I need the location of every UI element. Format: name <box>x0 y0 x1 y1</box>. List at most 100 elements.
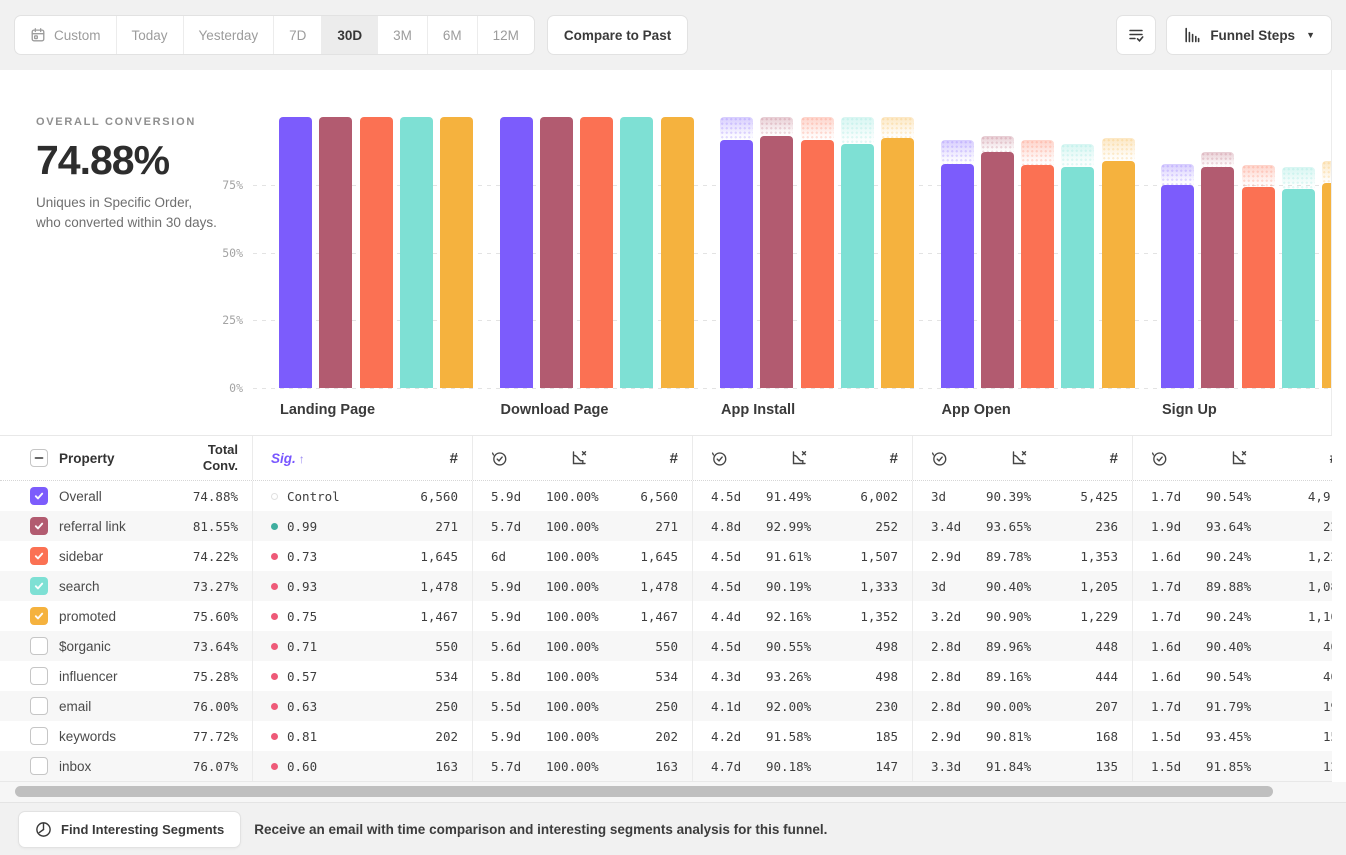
segment-checkbox-checked[interactable] <box>30 517 48 535</box>
row-sig-group: 0.75 1,467 <box>252 601 472 631</box>
time-to-convert-value: 2.8d <box>931 698 962 714</box>
step-count: 1,478 <box>640 578 678 594</box>
row-sig-group: 0.81 202 <box>252 721 472 751</box>
chart-gridline <box>253 388 1331 389</box>
sig-insignificant-dot <box>271 732 278 740</box>
funnel-bar-sidebar[interactable] <box>359 117 393 388</box>
segment-checkbox-unchecked[interactable] <box>30 667 48 685</box>
funnel-bar-search[interactable] <box>1281 189 1315 388</box>
conversion-rate-value: 100.00% <box>546 488 599 504</box>
segment-checkbox-checked[interactable] <box>30 547 48 565</box>
row-step-group: 5.9d 100.00% 1,478 <box>472 571 692 601</box>
segment-checkbox-checked[interactable] <box>30 577 48 595</box>
funnel-bar-sidebar[interactable] <box>800 139 834 388</box>
funnel-bar-search[interactable] <box>840 143 874 388</box>
step-count: 534 <box>435 668 458 684</box>
funnel-bar-sidebar[interactable] <box>1021 165 1055 388</box>
funnel-bar-promoted[interactable] <box>1322 183 1331 388</box>
funnel-bar-referral-link[interactable] <box>980 152 1014 388</box>
total-conversion-value: 77.72% <box>192 728 238 744</box>
conversion-rate-value: 90.81% <box>986 728 1032 744</box>
sig-value-cell: Control <box>271 489 365 504</box>
funnel-step-label: Sign Up <box>1162 402 1217 418</box>
sig-column-header[interactable]: Sig. ↑ <box>271 451 365 466</box>
horizontal-scrollbar-thumb[interactable] <box>15 786 1273 797</box>
sig-value-cell: 0.73 <box>271 549 365 564</box>
step-count: 1,333 <box>860 578 898 594</box>
step-count: 168 <box>1095 728 1118 744</box>
conversion-rate-value: 100.00% <box>546 608 599 624</box>
time-to-convert-value: 6d <box>491 548 507 564</box>
step-count: 250 <box>435 698 458 714</box>
row-left-cells: promoted 75.60% <box>0 601 252 631</box>
sig-value: 0.60 <box>287 758 318 774</box>
funnel-bar-sidebar[interactable] <box>1241 186 1275 388</box>
funnel-bar-referral-link[interactable] <box>319 117 353 388</box>
funnel-bar-search[interactable] <box>1061 167 1095 388</box>
date-range-3m[interactable]: 3M <box>377 16 427 54</box>
select-all-checkbox-indeterminate[interactable] <box>30 449 48 467</box>
funnel-steps-dropdown[interactable]: Funnel Steps ▼ <box>1166 15 1332 55</box>
sig-control-dot <box>271 492 278 500</box>
date-range-yesterday[interactable]: Yesterday <box>182 16 274 54</box>
funnel-bar-search[interactable] <box>620 117 654 388</box>
funnel-bar-sidebar[interactable] <box>580 117 614 388</box>
compare-to-past-button[interactable]: Compare to Past <box>546 15 689 55</box>
row-step-group: 4.1d 92.00% 230 <box>692 691 912 721</box>
find-interesting-segments-button[interactable]: Find Interesting Segments <box>18 810 242 848</box>
segment-label: inbox <box>59 758 92 774</box>
funnel-bar-promoted[interactable] <box>440 117 474 388</box>
row-left-cells: sidebar 74.22% <box>0 541 252 571</box>
segment-checkbox-unchecked[interactable] <box>30 727 48 745</box>
step-count: 207 <box>1095 698 1118 714</box>
bar-dropoff-ghost <box>1241 165 1275 187</box>
funnel-bar-overall[interactable] <box>499 117 533 388</box>
date-range-today[interactable]: Today <box>115 16 183 54</box>
step-count: 15 <box>1322 728 1332 744</box>
date-range-30d[interactable]: 30D <box>321 16 378 54</box>
date-range-12m[interactable]: 12M <box>476 16 534 54</box>
step-count: 19 <box>1322 698 1332 714</box>
date-range-7d[interactable]: 7D <box>273 16 321 54</box>
horizontal-scrollbar[interactable] <box>0 782 1346 802</box>
list-options-button[interactable] <box>1116 15 1157 55</box>
time-to-convert-value: 2.9d <box>931 728 962 744</box>
conversion-rate-value: 90.55% <box>766 638 812 654</box>
date-range-label: 6M <box>442 27 462 43</box>
funnel-bar-overall[interactable] <box>1161 185 1194 388</box>
time-to-convert-value: 3.4d <box>931 518 962 534</box>
funnel-bar-search[interactable] <box>399 117 433 388</box>
funnel-bar-overall[interactable] <box>720 140 753 388</box>
date-range-custom[interactable]: Custom <box>15 16 116 54</box>
time-to-convert-value: 5.7d <box>491 758 522 774</box>
funnel-bar-referral-link[interactable] <box>1201 166 1235 388</box>
summary-label: OVERALL CONVERSION <box>36 116 196 128</box>
row-sig-group: 0.57 534 <box>252 661 472 691</box>
funnel-bar-overall[interactable] <box>940 163 974 388</box>
table-header-sig-group: Sig. ↑ # <box>252 436 472 480</box>
funnel-bar-promoted[interactable] <box>660 117 694 388</box>
funnel-bar-referral-link[interactable] <box>539 117 573 388</box>
segment-checkbox-checked[interactable] <box>30 607 48 625</box>
conversion-rate-dropoff-icon <box>986 449 1063 467</box>
row-sig-group: 0.60 163 <box>252 751 472 781</box>
table-header-left: Property Total Conv. <box>0 436 252 480</box>
row-left-cells: inbox 76.07% <box>0 751 252 781</box>
segment-checkbox-checked[interactable] <box>30 487 48 505</box>
find-interesting-segments-label: Find Interesting Segments <box>61 821 225 837</box>
segment-checkbox-unchecked[interactable] <box>30 697 48 715</box>
sig-value: 0.71 <box>287 638 318 654</box>
row-step-group: 4.7d 90.18% 147 <box>692 751 912 781</box>
funnel-bar-overall[interactable] <box>279 117 312 388</box>
segment-checkbox-unchecked[interactable] <box>30 757 48 775</box>
funnel-bar-referral-link[interactable] <box>760 135 794 388</box>
segment-checkbox-unchecked[interactable] <box>30 637 48 655</box>
step-count: 250 <box>655 698 678 714</box>
date-range-6m[interactable]: 6M <box>426 16 477 54</box>
funnel-bar-promoted[interactable] <box>881 138 915 388</box>
row-step-group: 4.3d 93.26% 498 <box>692 661 912 691</box>
segment-label: referral link <box>59 518 126 534</box>
funnel-bar-promoted[interactable] <box>1101 160 1135 388</box>
segment-label: sidebar <box>59 548 104 564</box>
calendar-icon <box>30 27 46 43</box>
